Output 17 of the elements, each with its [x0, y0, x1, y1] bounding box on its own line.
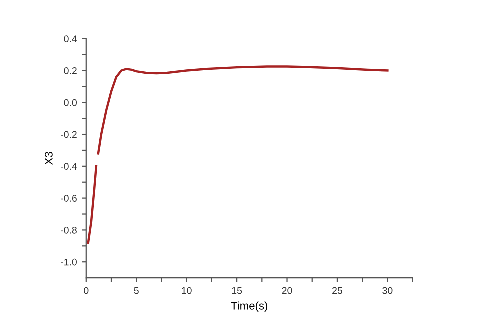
x-tick-label: 30: [382, 287, 393, 294]
y-tick-label: 0.0: [64, 99, 77, 106]
y-tick-label: 0.4: [64, 36, 78, 42]
y-axis-title: X3: [45, 152, 53, 165]
y-tick-label: -0.4: [61, 163, 78, 170]
x-tick-label: 25: [332, 287, 342, 294]
x-tick-label: 15: [232, 287, 242, 294]
y-tick-label: -0.6: [61, 195, 77, 202]
x-tick-label: 10: [182, 287, 192, 294]
y-tick-label: -0.2: [61, 131, 77, 138]
y-tick-label: -1.0: [61, 258, 77, 266]
x-tick-label: 0: [84, 287, 89, 294]
x-axis-title: Time(s): [231, 302, 268, 312]
x-tick-label: 5: [134, 287, 139, 294]
y-tick-label: 0.2: [64, 67, 77, 74]
x-tick-label: 20: [282, 287, 292, 294]
y-tick-label: -0.8: [61, 226, 77, 234]
